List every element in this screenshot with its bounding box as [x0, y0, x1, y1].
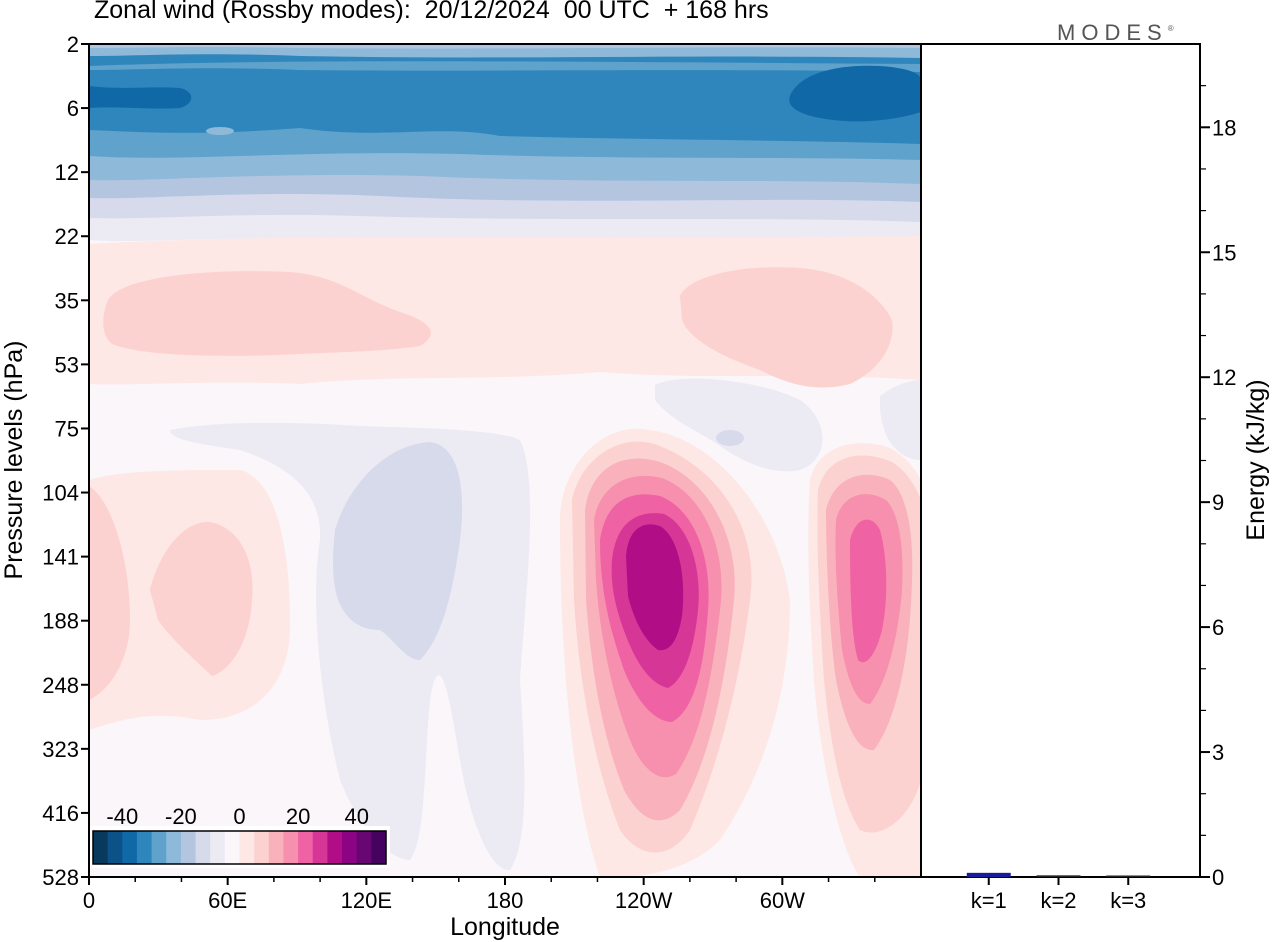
colorbar-swatch: [122, 831, 138, 864]
colorbar-swatch: [93, 831, 109, 864]
contour-band: [626, 524, 684, 651]
contour-band: [333, 442, 463, 660]
energy-bar: [1106, 875, 1151, 877]
chart-title: Zonal wind (Rossby modes): 20/12/2024 00…: [94, 0, 769, 24]
energy-tick-label: 18: [1212, 115, 1236, 140]
energy-panel-frame: [920, 43, 1201, 878]
y-axis: 2 6 12 22 35 53 75 104 141 188 248 323 416 528: [42, 32, 89, 890]
contour-band: [655, 378, 823, 472]
y-tick-label: 12: [55, 160, 79, 185]
colorbar-swatch: [180, 831, 197, 864]
energy-bar: [1036, 875, 1081, 877]
y-tick-label: 35: [55, 288, 79, 313]
y-tick-label: 6: [67, 96, 79, 121]
contour-plot: [89, 44, 921, 877]
colorbar-swatch: [224, 831, 240, 864]
colorbar-swatch: [136, 831, 153, 864]
energy-category-label: k=1: [971, 888, 1007, 913]
y-tick-label: 104: [42, 481, 79, 506]
y-axis-label: Pressure levels (hPa): [0, 341, 28, 580]
energy-tick-label: 12: [1212, 365, 1236, 390]
energy-axis: 0 3 6 9 12 15 18: [1200, 85, 1236, 890]
energy-categories: k=1 k=2 k=3: [971, 877, 1146, 913]
colorbar-tick-label: -20: [165, 804, 197, 829]
contour-band: [89, 486, 130, 700]
x-tick-label: 120W: [615, 888, 673, 913]
x-tick-label: 180: [487, 888, 524, 913]
westerly-patches-upper: [89, 236, 921, 388]
logo-text: MODES: [1057, 20, 1168, 45]
contour-band: [879, 380, 921, 460]
colorbar-swatch: [356, 831, 372, 864]
contour-core: [206, 127, 234, 135]
x-tick-label: 0: [83, 888, 95, 913]
y-tick-label: 323: [42, 737, 79, 762]
colorbar-tick-label: -40: [106, 804, 138, 829]
registered-mark: ®: [1167, 24, 1174, 33]
contour-band: [150, 521, 253, 676]
contour-band: [89, 44, 921, 49]
y-tick-label: 2: [67, 32, 79, 57]
contour-band: [89, 49, 921, 144]
colorbar-swatch: [283, 831, 299, 864]
contour-band: [103, 271, 431, 356]
x-axis-label: Longitude: [450, 913, 560, 941]
x-tick-label: 60W: [760, 888, 805, 913]
westerly-jet-30w: [808, 443, 921, 877]
westerly-jet-120w: [560, 428, 790, 877]
westerly-patch-left: [89, 470, 291, 730]
colorbar-swatch: [298, 831, 314, 864]
colorbar-swatch: [210, 831, 226, 864]
colorbar-tick-label: 20: [286, 804, 310, 829]
colorbar-swatch: [151, 831, 167, 864]
energy-bar: [966, 872, 1011, 877]
contour-band: [716, 430, 744, 446]
y-tick-label: 141: [42, 545, 79, 570]
y-tick-label: 528: [42, 865, 79, 890]
y-tick-label: 188: [42, 609, 79, 634]
colorbar-swatch: [254, 831, 270, 864]
colorbar-swatch: [107, 831, 123, 864]
x-tick-label: 120E: [341, 888, 392, 913]
y-tick-label: 53: [55, 352, 79, 377]
colorbar-swatch: [312, 831, 328, 864]
modes-logo: MODES®: [1057, 20, 1174, 46]
energy-tick-label: 9: [1212, 490, 1224, 515]
easterly-band: [89, 44, 921, 244]
energy-category-label: k=2: [1040, 888, 1076, 913]
energy-tick-label: 6: [1212, 615, 1224, 640]
colorbar-swatch: [371, 831, 387, 864]
colorbar-frame: [92, 830, 387, 865]
y-tick-label: 75: [55, 416, 79, 441]
colorbar-swatch: [342, 831, 358, 864]
y-tick-label: 22: [55, 224, 79, 249]
colorbar-swatch: [166, 831, 182, 864]
energy-panel: 0 3 6 9 12 15 18 k=1 k=2 k=3 Energy (kJ/kg): [920, 43, 1270, 913]
contour-band: [89, 61, 921, 72]
energy-axis-label: Energy (kJ/kg): [1242, 379, 1270, 540]
y-tick-label: 416: [42, 801, 79, 826]
colorbar-tick-label: 0: [233, 804, 245, 829]
y-tick-label: 248: [42, 673, 79, 698]
energy-category-label: k=3: [1110, 888, 1146, 913]
colorbar-swatch: [268, 831, 284, 864]
colorbar-swatch: [195, 831, 211, 864]
contour-band: [850, 519, 887, 663]
colorbar-tick-label: 40: [344, 804, 368, 829]
colorbar-swatch: [239, 831, 255, 864]
x-tick-label: 60E: [208, 888, 247, 913]
easterly-patch: [170, 378, 921, 871]
energy-tick-label: 0: [1212, 865, 1224, 890]
contour-core: [789, 65, 921, 122]
energy-tick-label: 3: [1212, 740, 1224, 765]
energy-tick-label: 15: [1212, 240, 1236, 265]
colorbar-swatch: [327, 831, 343, 864]
energy-bars: [966, 872, 1151, 877]
contour-band: [680, 267, 893, 388]
contour-core: [89, 86, 192, 109]
x-axis: 0 60E 120E 180 120W 60W: [83, 877, 876, 913]
colorbar-legend: -40 -20 0 20 40: [90, 804, 390, 868]
